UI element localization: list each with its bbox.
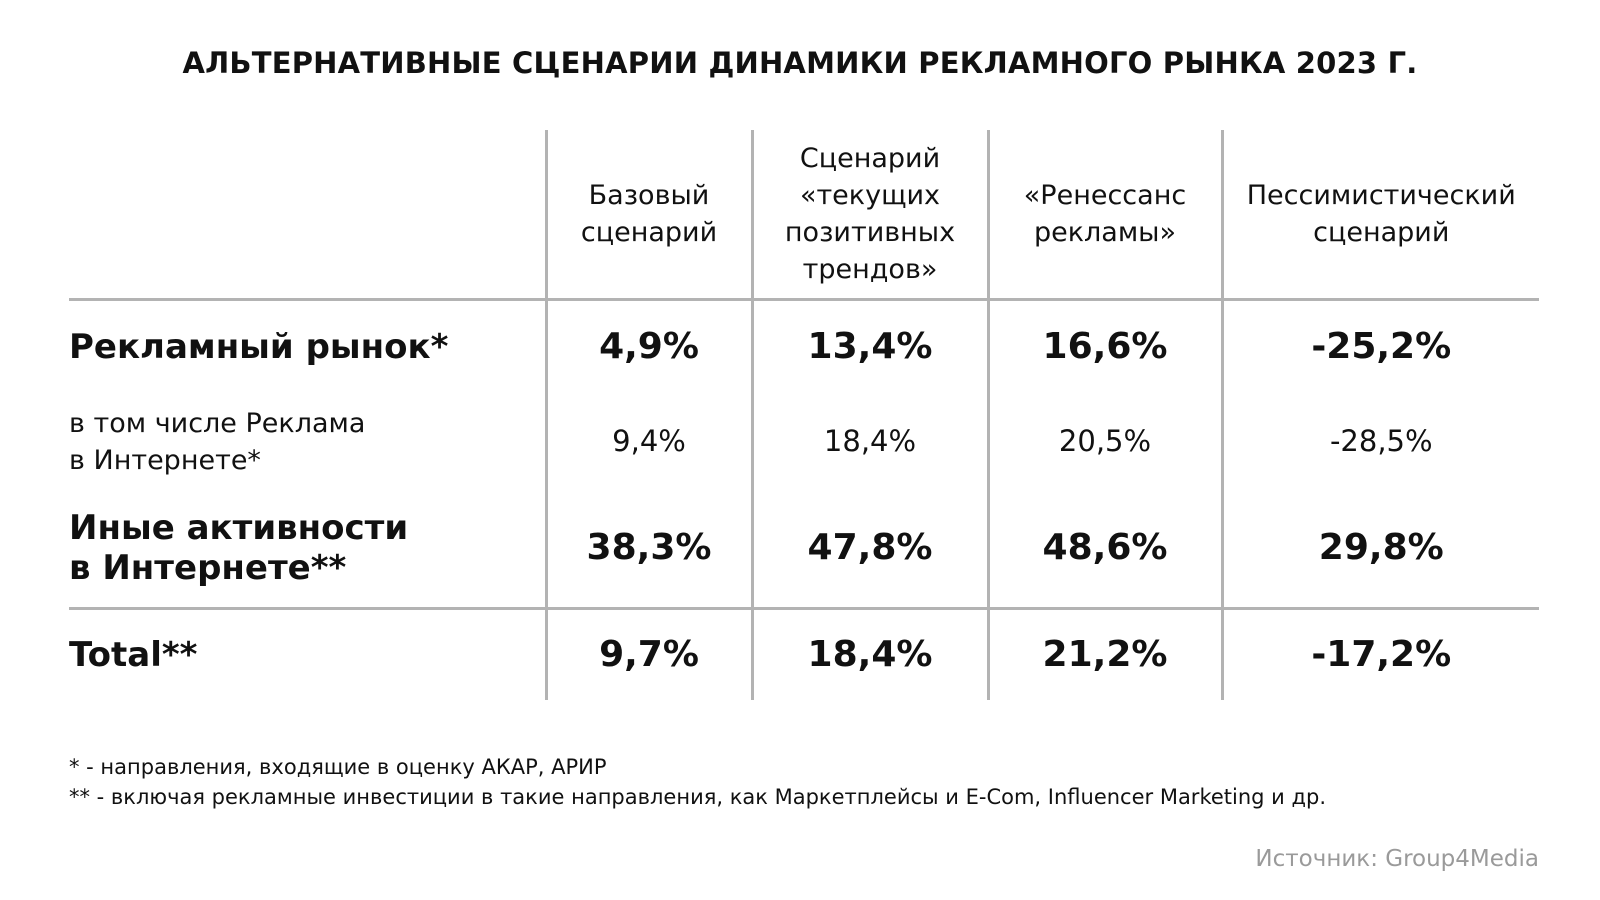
row-label: Иные активности в Интернете**: [69, 508, 409, 589]
table-row: Иные активности в Интернете** 38,3% 47,8% 4…: [69, 489, 1539, 609]
cell-value: 18,4%: [750, 607, 988, 700]
cell-value: 48,6%: [986, 489, 1222, 609]
column-header: Базовый сценарий: [544, 130, 752, 301]
table: Базовый сценарий Сценарий «текущих позити…: [69, 130, 1539, 700]
row-label: Рекламный рынок*: [69, 327, 449, 368]
cell-value: 4,9%: [544, 299, 752, 394]
cell-value: -17,2%: [1220, 607, 1539, 700]
table-row: в том числе Реклама в Интернете* 9,4% 18,4…: [69, 393, 1539, 490]
source: Источник: Group4Media: [1255, 846, 1539, 872]
table-row: Рекламный рынок* 4,9% 13,4% 16,6% -25,2%: [69, 299, 1539, 394]
corner-cell: [69, 130, 546, 301]
cell-value: -25,2%: [1220, 299, 1539, 394]
cell-value: -28,5%: [1220, 393, 1539, 490]
cell-value: 20,5%: [986, 393, 1222, 490]
cell-value: 16,6%: [986, 299, 1222, 394]
column-header: Сценарий «текущих позитивных трендов»: [750, 130, 988, 301]
footnotes: * - направления, входящие в оценку АКАР,…: [69, 752, 1326, 812]
header-row: Базовый сценарий Сценарий «текущих позити…: [69, 130, 1539, 301]
cell-value: 47,8%: [750, 489, 988, 609]
row-label: в том числе Реклама в Интернете*: [69, 407, 366, 476]
cell-value: 9,7%: [544, 607, 752, 700]
table-row: Total** 9,7% 18,4% 21,2% -17,2%: [69, 607, 1539, 700]
cell-value: 13,4%: [750, 299, 988, 394]
cell-value: 21,2%: [986, 607, 1222, 700]
footnote: ** - включая рекламные инвестиции в таки…: [69, 785, 1327, 809]
cell-value: 18,4%: [750, 393, 988, 490]
footnote: * - направления, входящие в оценку АКАР,…: [69, 755, 607, 779]
cell-value: 29,8%: [1220, 489, 1539, 609]
cell-value: 9,4%: [544, 393, 752, 490]
column-header: «Ренессанс рекламы»: [986, 130, 1222, 301]
column-header: Пессимистический сценарий: [1220, 130, 1539, 301]
cell-value: 38,3%: [544, 489, 752, 609]
title: АЛЬТЕРНАТИВНЫЕ СЦЕНАРИИ ДИНАМИКИ РЕКЛАМН…: [182, 46, 1418, 80]
row-label: Total**: [69, 607, 546, 700]
